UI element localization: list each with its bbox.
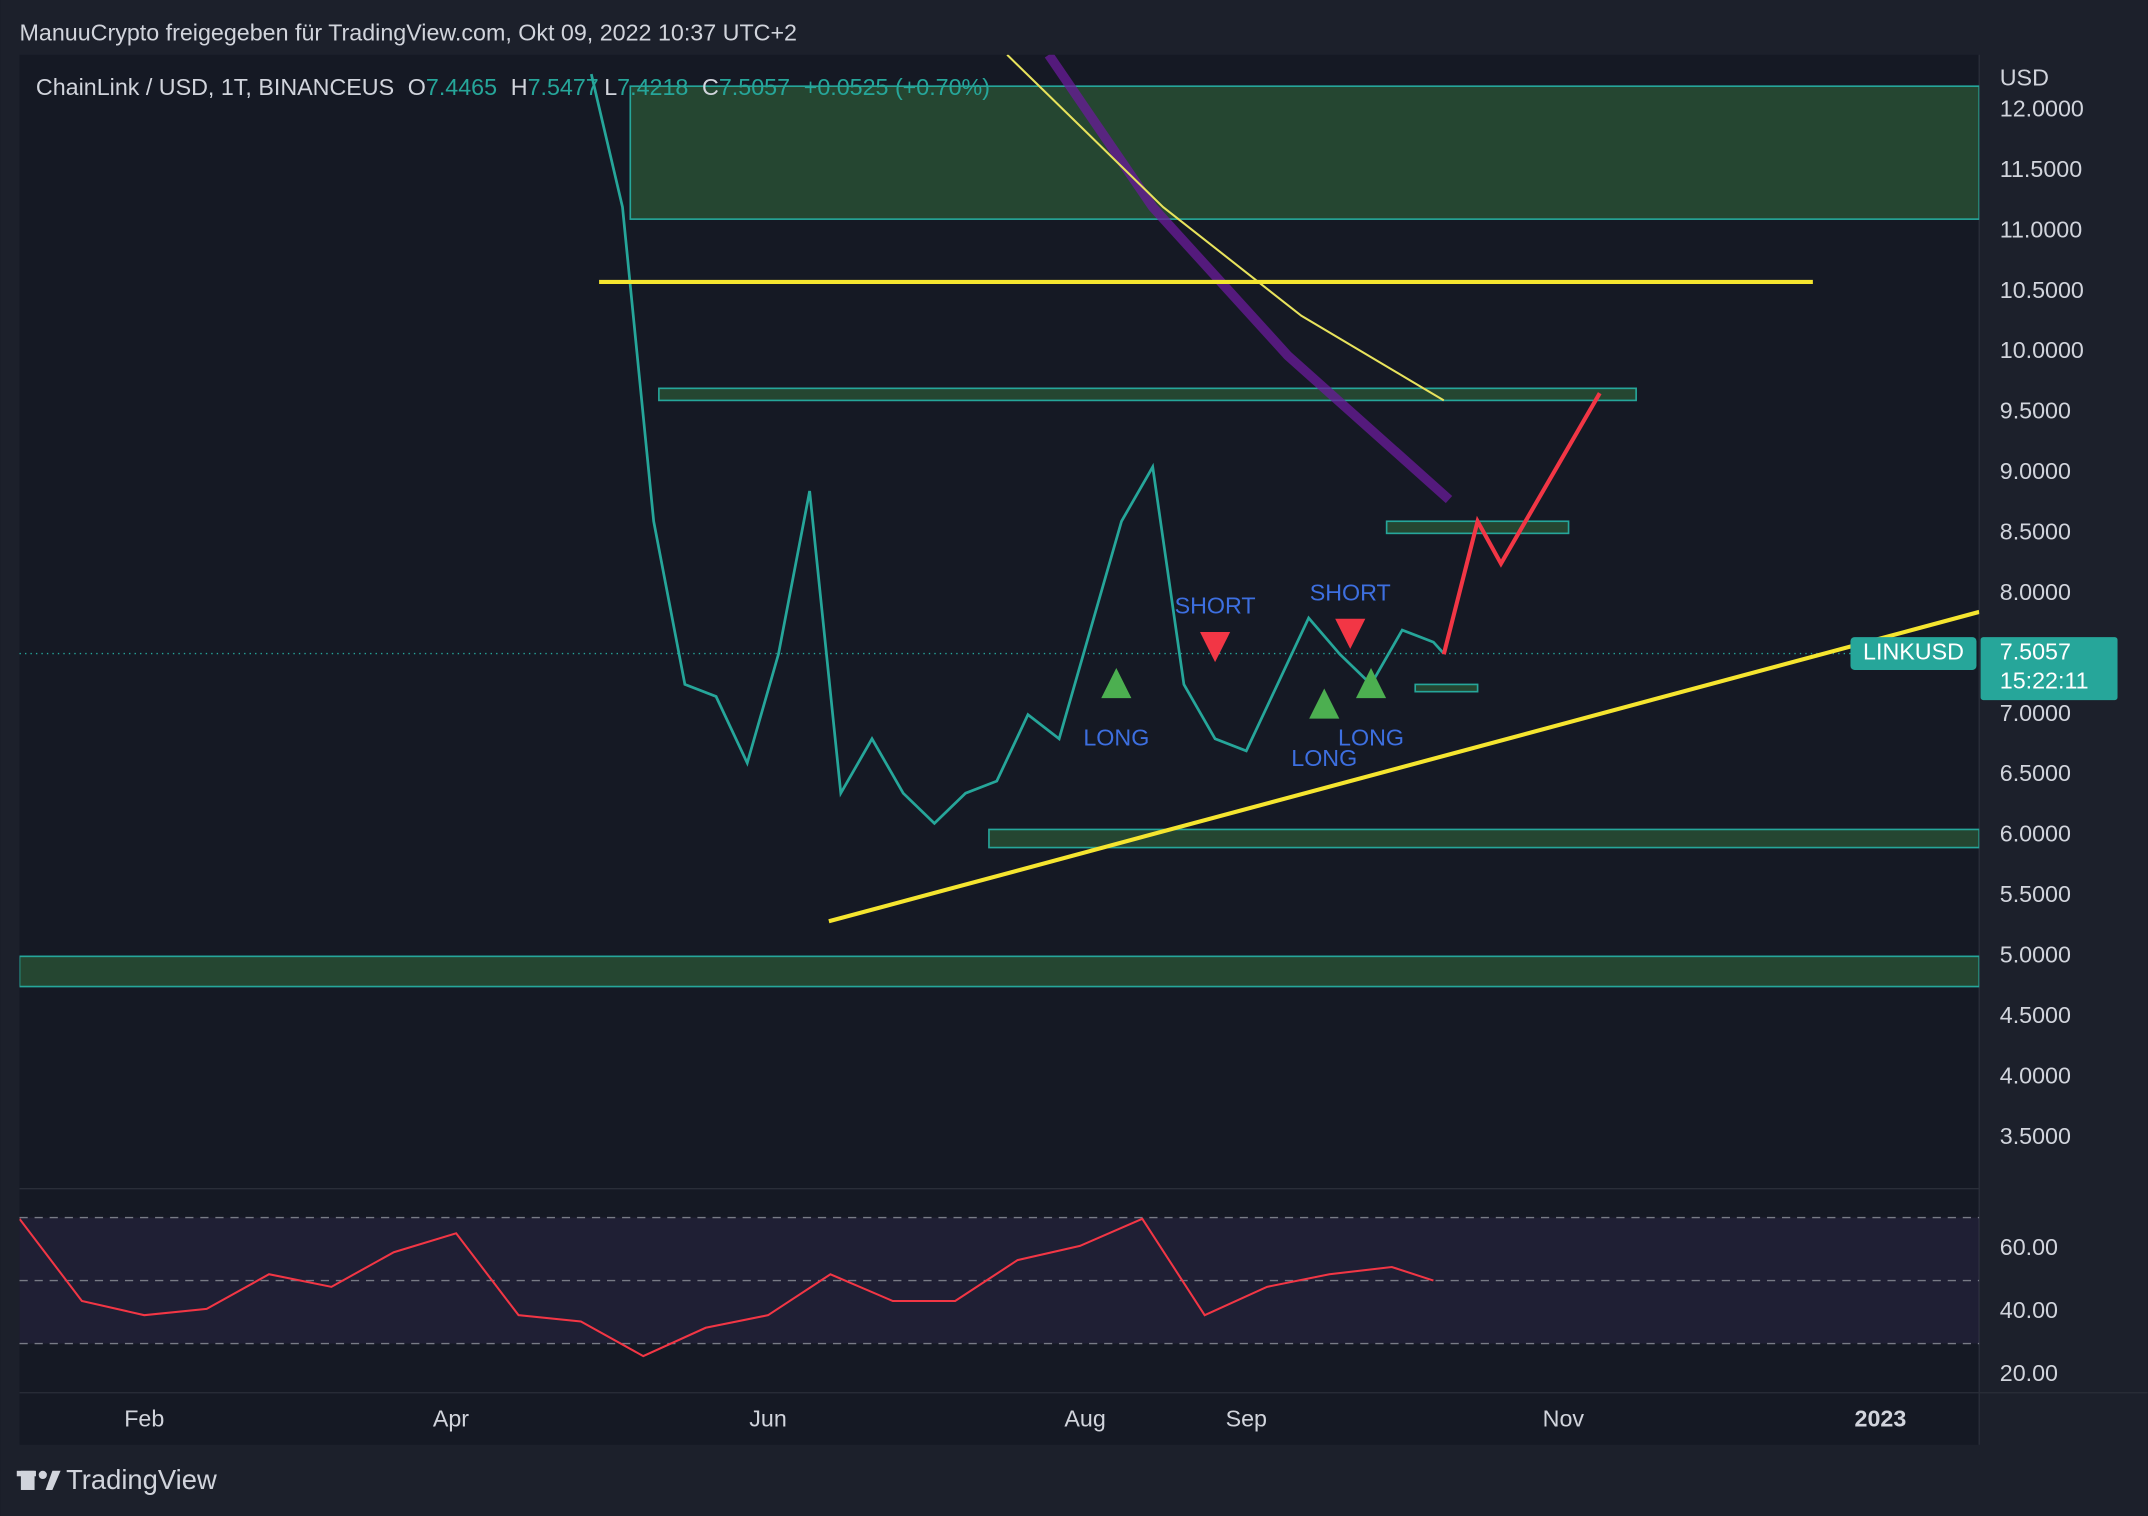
price-tag-countdown: 15:22:11 [2000, 667, 2089, 693]
zone [988, 828, 1980, 849]
rsi-line [19, 1217, 1434, 1358]
signal-marker [1355, 667, 1387, 699]
rsi-tick-label: 40.00 [2000, 1297, 2058, 1323]
symbol-tag-label: LINKUSD [1863, 639, 1964, 665]
drawing-line [828, 609, 1980, 924]
signal-label: LONG [1338, 724, 1404, 750]
legend: ChainLink / USD, 1T, BINANCEUS O7.4465 H7.… [36, 74, 990, 100]
y-tick-label: 3.5000 [2000, 1123, 2071, 1149]
high: 7.5477 [528, 74, 599, 100]
logo [16, 1470, 61, 1490]
zone [19, 955, 1980, 988]
zone [1414, 683, 1479, 693]
signal-label: SHORT [1310, 579, 1391, 605]
x-tick-label: Aug [1064, 1405, 1105, 1431]
y-tick-label: 6.0000 [2000, 821, 2071, 847]
y-tick-label: 4.5000 [2000, 1002, 2071, 1028]
x-tick-label: Nov [1543, 1405, 1585, 1431]
change: +0.0525 (+0.70%) [804, 74, 990, 100]
close-label: C [702, 74, 719, 100]
chart-area [19, 54, 1980, 1445]
y-tick-label: 6.5000 [2000, 760, 2071, 786]
drawing-line [1441, 392, 1602, 655]
y-tick-label: 10.0000 [2000, 337, 2084, 363]
y-tick-label: 12.0000 [2000, 96, 2084, 122]
signal-marker [1335, 618, 1366, 649]
y-tick-label: 4.0000 [2000, 1062, 2071, 1088]
signal-marker [1309, 688, 1340, 719]
signal-label: LONG [1083, 724, 1149, 750]
brand: TradingView [66, 1464, 217, 1495]
signal-label: LONG [1291, 745, 1357, 771]
price-line [589, 73, 1445, 826]
y-tick-label: 5.0000 [2000, 941, 2071, 967]
axes: 3.5000 4.0000 4.5000 5.0000 5.5000 6.0000 6.50… [124, 96, 2118, 1431]
y-tick-label: 10.5000 [2000, 277, 2084, 303]
y-tick-label: 7.0000 [2000, 700, 2071, 726]
x-tick-label: Sep [1226, 1405, 1267, 1431]
open-label: O [408, 74, 426, 100]
y-tick-label: 11.5000 [2000, 156, 2082, 182]
logo-part [45, 1470, 61, 1490]
rsi-pane [19, 1216, 1980, 1358]
y-tick-label: 8.5000 [2000, 519, 2071, 545]
y-tick-label: 11.0000 [2000, 216, 2082, 242]
symbol: ChainLink / USD, 1T, BINANCEUS [36, 74, 394, 100]
y-tick-label: 8.0000 [2000, 579, 2071, 605]
shared-by: ManuuCrypto freigegeben für TradingView.… [20, 19, 797, 45]
low-label: L [604, 74, 617, 100]
open: 7.4465 [426, 74, 497, 100]
logo-part [38, 1470, 47, 1480]
price-tag [1980, 637, 2118, 701]
y-tick-label: 9.5000 [2000, 398, 2071, 424]
x-tick-label: Apr [433, 1405, 469, 1431]
rsi-tick-label: 20.00 [2000, 1360, 2058, 1386]
price-pane: LONG SHORT LONG SHORT LONG [19, 54, 1980, 988]
signal-marker [1200, 632, 1231, 663]
x-tick-label: 2023 [1855, 1405, 1907, 1431]
signal-label: SHORT [1175, 593, 1256, 619]
x-tick-label: Feb [124, 1405, 164, 1431]
y-tick-label: 5.5000 [2000, 881, 2071, 907]
close: 7.5057 [719, 74, 790, 100]
zone [629, 85, 1980, 220]
x-tick-label: Jun [749, 1405, 787, 1431]
moving-average [1006, 54, 1445, 402]
signal-marker [1101, 667, 1132, 699]
symbol-tag [1850, 637, 1977, 670]
zone [658, 387, 1637, 402]
currency: USD [2000, 65, 2049, 91]
price-tag-value: 7.5057 [2000, 639, 2071, 665]
logo-part [16, 1470, 36, 1477]
low: 7.4218 [617, 74, 688, 100]
y-tick-label: 9.0000 [2000, 458, 2071, 484]
high-label: H [511, 74, 528, 100]
rsi-tick-label: 60.00 [2000, 1234, 2058, 1260]
